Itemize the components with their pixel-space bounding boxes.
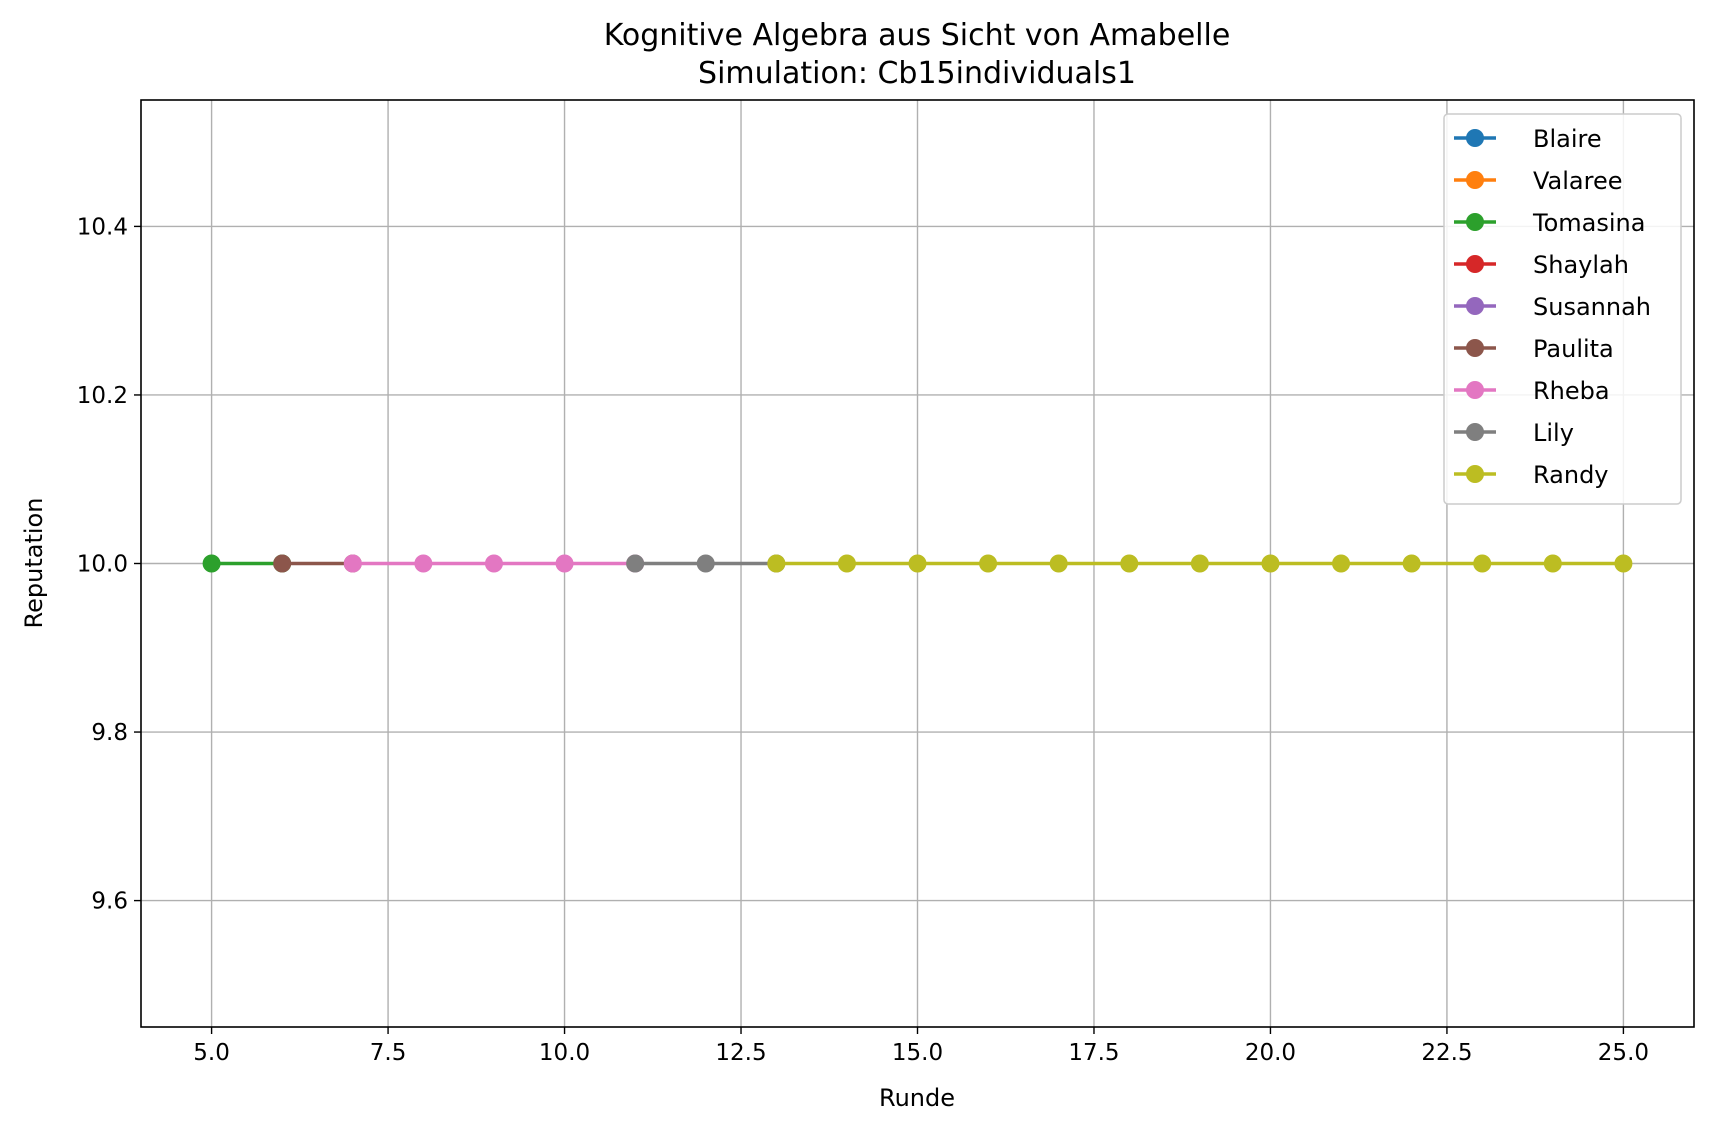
y-tick-label: 9.6 [91, 889, 128, 915]
legend-item-randy: Randy [1454, 461, 1609, 489]
legend-label: Lily [1533, 419, 1574, 447]
legend-swatch-marker [1466, 465, 1484, 483]
y-tick-label: 9.8 [91, 720, 128, 746]
data-point-randy [1332, 554, 1351, 573]
legend-item-rheba: Rheba [1454, 377, 1610, 405]
chart-subtitle: Simulation: Cb15individuals1 [698, 56, 1136, 91]
x-tick-label: 7.5 [370, 1040, 407, 1066]
axis-ticks: 5.0 7.5 10.0 12.5 15.0 17.5 20.0 22.5 25.0 9.6 9.8… [77, 214, 1649, 1066]
x-axis-label: Runde [879, 1084, 955, 1112]
legend-swatch-marker [1466, 381, 1484, 399]
x-tick-label: 10.0 [539, 1040, 590, 1066]
legend-box [1443, 113, 1682, 505]
legend-item-lily: Lily [1454, 419, 1574, 447]
y-axis-label: Reputation [20, 498, 48, 629]
legend-swatch-marker [1466, 171, 1484, 189]
data-point-randy [1543, 554, 1562, 573]
legend-label: Randy [1533, 461, 1609, 489]
legend-swatch-marker [1466, 255, 1484, 273]
data-point-tomasina [202, 554, 221, 573]
x-tick-label: 22.5 [1421, 1040, 1472, 1066]
y-tick-label: 10.0 [77, 552, 128, 578]
data-point-randy [1473, 554, 1492, 573]
legend-swatch-marker [1466, 339, 1484, 357]
data-point-randy [1614, 554, 1633, 573]
data-point-randy [1402, 554, 1421, 573]
x-tick-label: 17.5 [1068, 1040, 1119, 1066]
legend-label: Shaylah [1533, 251, 1629, 279]
legend-label: Susannah [1533, 293, 1651, 321]
legend-item-paulita: Paulita [1454, 335, 1614, 363]
data-point-lily [626, 554, 645, 573]
legend-label: Tomasina [1532, 209, 1645, 237]
plot-series [202, 554, 1633, 573]
data-point-lily [696, 554, 715, 573]
data-point-randy [1190, 554, 1209, 573]
data-point-rheba [555, 554, 574, 573]
series-rheba [343, 554, 645, 573]
data-point-randy [1261, 554, 1280, 573]
legend-item-tomasina: Tomasina [1454, 209, 1645, 237]
x-tick-label: 12.5 [715, 1040, 766, 1066]
legend-label: Valaree [1533, 167, 1623, 195]
data-point-randy [1120, 554, 1139, 573]
legend-label: Rheba [1533, 377, 1610, 405]
data-point-rheba [343, 554, 362, 573]
plot-area-frame [140, 99, 1695, 1028]
y-tick-label: 10.4 [77, 214, 128, 240]
x-tick-label: 25.0 [1598, 1040, 1649, 1066]
legend: Blaire Valaree Tomasina Shaylah Susannah Paul… [1443, 113, 1682, 505]
legend-item-blaire: Blaire [1454, 125, 1602, 153]
data-point-randy [837, 554, 856, 573]
legend-swatch-marker [1466, 129, 1484, 147]
data-point-randy [767, 554, 786, 573]
x-tick-label: 15.0 [892, 1040, 943, 1066]
legend-label: Paulita [1533, 335, 1614, 363]
legend-item-shaylah: Shaylah [1454, 251, 1629, 279]
legend-swatch-marker [1466, 297, 1484, 315]
legend-item-valaree: Valaree [1454, 167, 1623, 195]
data-point-randy [908, 554, 927, 573]
data-point-randy [1049, 554, 1068, 573]
legend-item-susannah: Susannah [1454, 293, 1651, 321]
legend-swatch-marker [1466, 213, 1484, 231]
x-tick-label: 20.0 [1245, 1040, 1296, 1066]
legend-swatch-marker [1466, 423, 1484, 441]
data-point-rheba [414, 554, 433, 573]
y-tick-label: 10.2 [77, 383, 128, 409]
series-randy [767, 554, 1633, 573]
data-point-rheba [484, 554, 503, 573]
x-tick-label: 5.0 [193, 1040, 230, 1066]
legend-label: Blaire [1533, 125, 1602, 153]
chart-title: Kognitive Algebra aus Sicht von Amabelle [604, 18, 1231, 53]
series-lily [626, 554, 786, 573]
data-point-randy [979, 554, 998, 573]
data-point-paulita [273, 554, 292, 573]
